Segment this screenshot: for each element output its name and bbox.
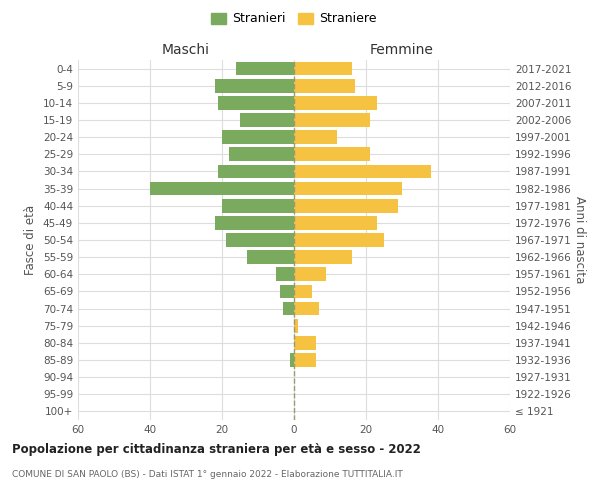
Bar bbox=[294, 353, 316, 367]
Bar bbox=[294, 216, 377, 230]
Text: Maschi: Maschi bbox=[162, 42, 210, 56]
Bar bbox=[294, 302, 319, 316]
Bar bbox=[294, 62, 352, 76]
Bar bbox=[215, 216, 294, 230]
Bar bbox=[294, 336, 316, 349]
Bar bbox=[240, 113, 294, 127]
Bar bbox=[294, 79, 355, 92]
Bar bbox=[280, 284, 294, 298]
Bar bbox=[218, 96, 294, 110]
Bar bbox=[229, 148, 294, 161]
Bar bbox=[222, 199, 294, 212]
Bar bbox=[294, 164, 431, 178]
Bar bbox=[290, 353, 294, 367]
Bar bbox=[150, 182, 294, 196]
Bar bbox=[294, 250, 352, 264]
Bar bbox=[218, 164, 294, 178]
Bar bbox=[294, 148, 370, 161]
Bar bbox=[236, 62, 294, 76]
Text: Popolazione per cittadinanza straniera per età e sesso - 2022: Popolazione per cittadinanza straniera p… bbox=[12, 442, 421, 456]
Bar bbox=[294, 233, 384, 247]
Bar bbox=[226, 233, 294, 247]
Bar bbox=[294, 284, 312, 298]
Text: Femmine: Femmine bbox=[370, 42, 434, 56]
Bar bbox=[294, 268, 326, 281]
Bar bbox=[222, 130, 294, 144]
Y-axis label: Anni di nascita: Anni di nascita bbox=[572, 196, 586, 284]
Bar bbox=[294, 199, 398, 212]
Text: COMUNE DI SAN PAOLO (BS) - Dati ISTAT 1° gennaio 2022 - Elaborazione TUTTITALIA.: COMUNE DI SAN PAOLO (BS) - Dati ISTAT 1°… bbox=[12, 470, 403, 479]
Bar bbox=[283, 302, 294, 316]
Bar bbox=[294, 130, 337, 144]
Bar bbox=[294, 113, 370, 127]
Bar bbox=[294, 182, 402, 196]
Bar bbox=[276, 268, 294, 281]
Legend: Stranieri, Straniere: Stranieri, Straniere bbox=[207, 8, 381, 29]
Bar bbox=[294, 96, 377, 110]
Bar bbox=[294, 319, 298, 332]
Bar bbox=[247, 250, 294, 264]
Bar bbox=[215, 79, 294, 92]
Y-axis label: Fasce di età: Fasce di età bbox=[25, 205, 37, 275]
